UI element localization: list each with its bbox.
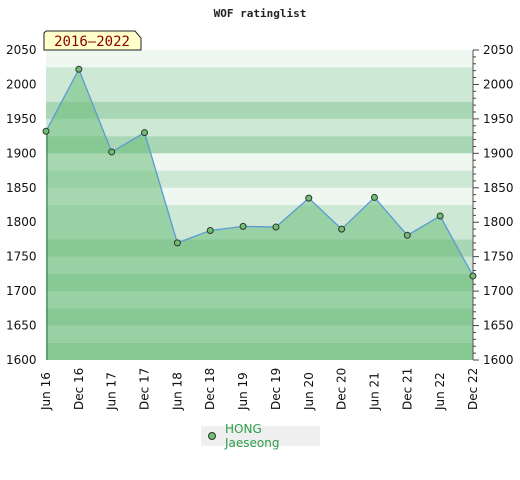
- y-tick-label-right: 1850: [483, 181, 514, 195]
- y-tick-label-right: 1750: [483, 250, 514, 264]
- x-tick-label: Jun 19: [236, 372, 250, 411]
- y-tick-label-right: 1800: [483, 215, 514, 229]
- data-point: [75, 65, 83, 73]
- data-point: [141, 129, 149, 137]
- y-tick-label-right: 1650: [483, 319, 514, 333]
- x-tick-label: Jun 21: [367, 372, 381, 411]
- x-tick-label: Jun 22: [433, 372, 447, 411]
- y-tick-label-left: 1850: [6, 181, 37, 195]
- period-badge-label: 2016–2022: [54, 34, 130, 50]
- data-point: [42, 127, 50, 135]
- y-tick-label-right: 1700: [483, 284, 514, 298]
- series-area: [45, 67, 474, 361]
- band: [46, 101, 473, 119]
- period-badge: 2016–2022: [43, 30, 142, 51]
- band: [46, 84, 473, 102]
- period-badge-box: [43, 30, 142, 51]
- data-point: [272, 223, 280, 231]
- x-tick-label: Dec 17: [138, 368, 152, 410]
- y-tick-label-left: 1900: [6, 146, 37, 160]
- series-line: [45, 67, 474, 277]
- x-tick-label: Dec 21: [400, 368, 414, 410]
- y-tick-label-left: 1750: [6, 250, 37, 264]
- band: [46, 50, 473, 68]
- x-tick-label: Dec 20: [335, 368, 349, 410]
- data-point: [469, 272, 477, 280]
- y-tick-label-left: 1700: [6, 284, 37, 298]
- y-tick-label-left: 1650: [6, 319, 37, 333]
- x-tick-label: Dec 16: [72, 368, 86, 410]
- chart-title: WOF ratinglist: [214, 7, 307, 20]
- y-tick-label-left: 1600: [6, 353, 37, 367]
- data-point: [305, 194, 313, 202]
- legend-label: HONG Jaeseong: [225, 422, 280, 450]
- x-tick-label: Jun 18: [170, 372, 184, 411]
- band: [46, 67, 473, 85]
- y-tick-label-left: 1800: [6, 215, 37, 229]
- legend: HONG Jaeseong: [201, 422, 320, 450]
- y-tick-label-left: 2050: [6, 43, 37, 57]
- y-tick-label-right: 2000: [483, 77, 514, 91]
- series-points: [42, 65, 477, 280]
- band: [46, 136, 473, 154]
- y-tick-label-right: 1950: [483, 112, 514, 126]
- data-point: [206, 226, 214, 234]
- legend-marker: [208, 432, 216, 440]
- data-point: [338, 225, 346, 233]
- y-tick-label-right: 2050: [483, 43, 514, 57]
- data-point: [173, 239, 181, 247]
- y-tick-label-right: 1600: [483, 353, 514, 367]
- data-point: [436, 212, 444, 220]
- data-point: [370, 193, 378, 201]
- band: [46, 118, 473, 137]
- x-tick-label: Jun 20: [302, 372, 316, 411]
- y-tick-label-left: 2000: [6, 77, 37, 91]
- y-tick-label-left: 1950: [6, 112, 37, 126]
- series-area-fill: [46, 69, 473, 361]
- data-point: [403, 231, 411, 239]
- axes: 1600 1600 1650 1650 1700 1700 1750 1750 1800 1800…: [6, 43, 514, 411]
- x-tick-label: Jun 17: [105, 372, 119, 411]
- x-tick-label: Dec 22: [466, 368, 480, 410]
- x-tick-label: Dec 19: [269, 368, 283, 410]
- data-point: [108, 148, 116, 156]
- x-tick-label: Dec 18: [203, 368, 217, 410]
- x-tick-label: Jun 16: [39, 372, 53, 411]
- y-tick-label-right: 1900: [483, 146, 514, 160]
- data-point: [239, 222, 247, 230]
